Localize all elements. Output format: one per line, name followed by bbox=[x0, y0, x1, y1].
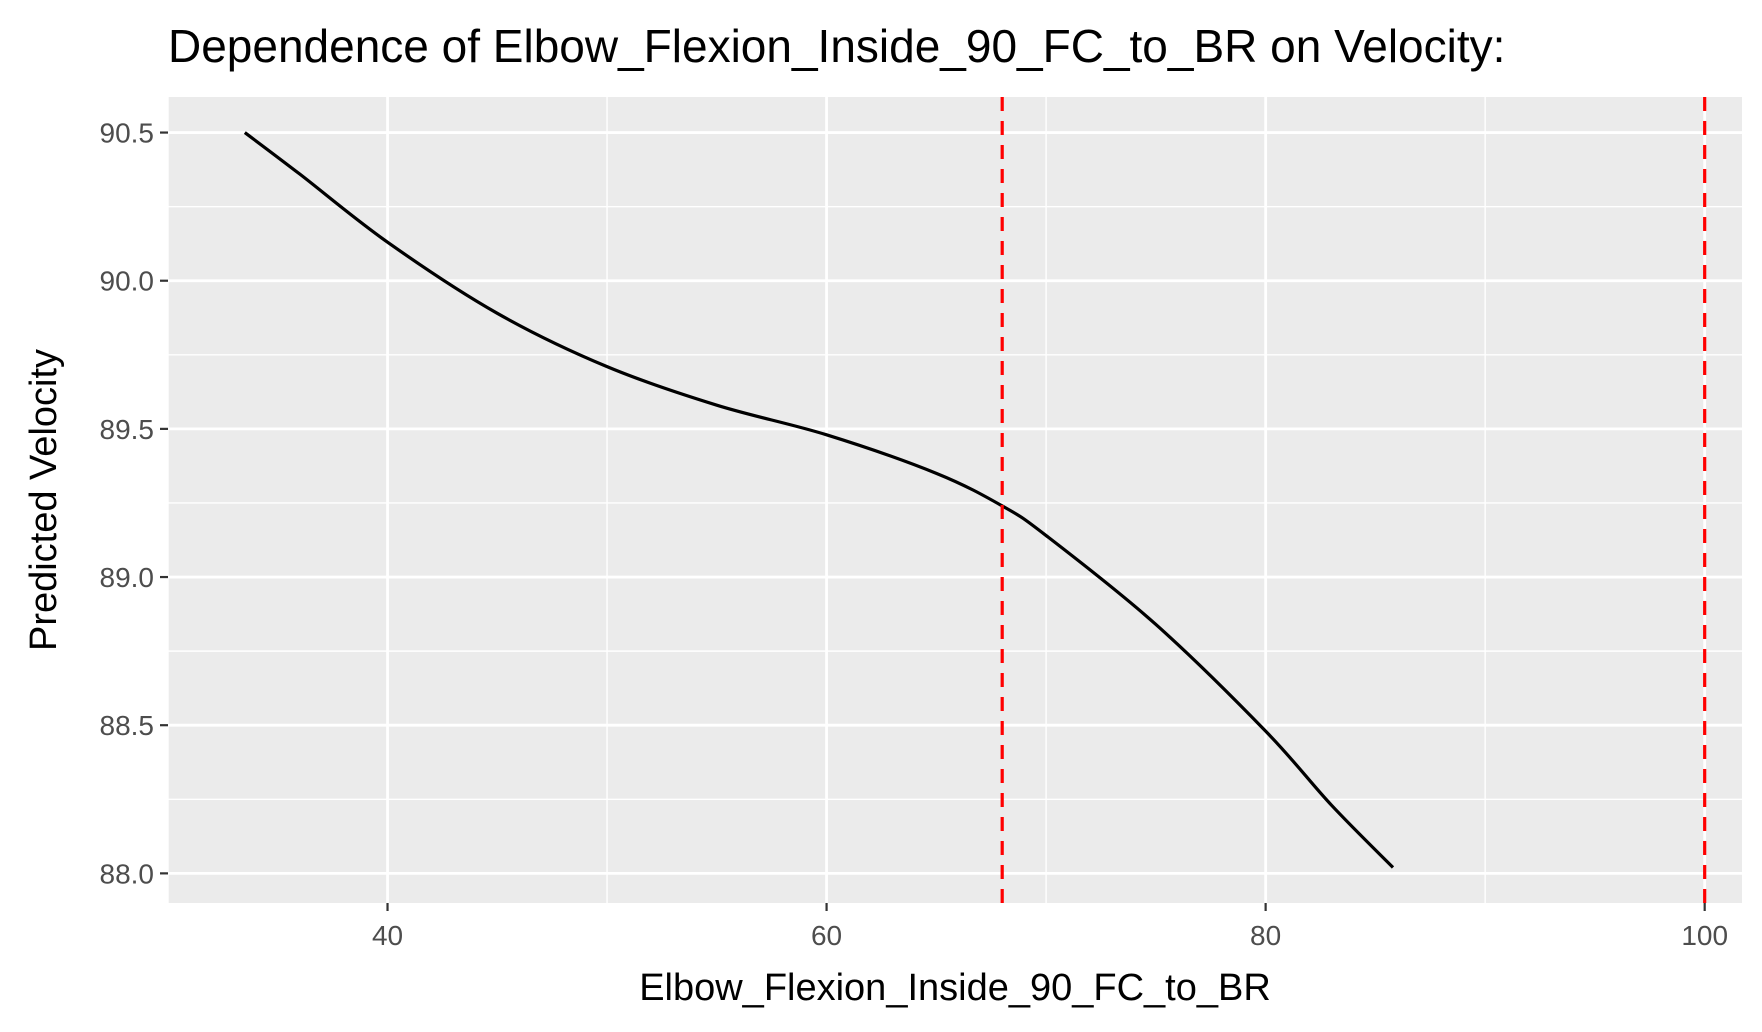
y-tick-label: 89.5 bbox=[100, 414, 155, 445]
chart-title: Dependence of Elbow_Flexion_Inside_90_FC… bbox=[168, 20, 1505, 72]
x-tick-label: 60 bbox=[811, 920, 842, 951]
x-axis-label: Elbow_Flexion_Inside_90_FC_to_BR bbox=[639, 967, 1271, 1009]
series-line bbox=[243, 131, 1395, 869]
x-tick-label: 40 bbox=[372, 920, 403, 951]
y-axis-ticks: 88.0 88.5 89.0 89.5 90.0 90.5 bbox=[100, 118, 168, 889]
x-axis-ticks: 40 60 80 100 bbox=[372, 903, 1728, 951]
y-tick-label: 89.0 bbox=[100, 562, 155, 593]
plot-panel bbox=[168, 97, 1742, 903]
y-tick-label: 90.5 bbox=[100, 118, 155, 149]
grid-minor bbox=[167, 97, 1742, 903]
y-tick-label: 88.5 bbox=[100, 710, 155, 741]
x-tick-label: 80 bbox=[1250, 920, 1281, 951]
series-layer bbox=[243, 131, 1395, 869]
x-tick-label: 100 bbox=[1681, 920, 1728, 951]
y-tick-label: 88.0 bbox=[100, 858, 155, 889]
y-tick-label: 90.0 bbox=[100, 266, 155, 297]
y-axis-label: Predicted Velocity bbox=[23, 349, 65, 651]
grid-major bbox=[168, 97, 1742, 903]
